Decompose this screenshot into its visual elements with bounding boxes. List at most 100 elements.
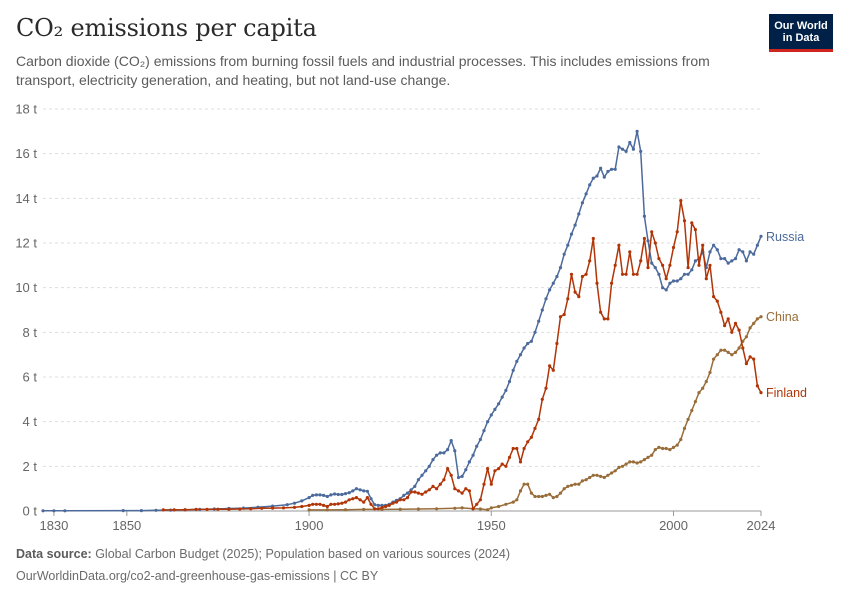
data-point-china[interactable] (697, 391, 701, 395)
data-point-china[interactable] (642, 458, 647, 462)
data-point-finland[interactable] (526, 440, 530, 444)
data-point-russia[interactable] (475, 444, 479, 448)
data-point-russia[interactable] (322, 493, 326, 497)
data-point-finland[interactable] (555, 341, 559, 346)
data-point-finland[interactable] (314, 502, 318, 506)
data-point-finland[interactable] (446, 467, 450, 471)
data-point-russia[interactable] (500, 395, 504, 399)
data-point-finland[interactable] (343, 500, 348, 504)
data-point-finland[interactable] (704, 277, 708, 281)
data-point-finland[interactable] (460, 491, 464, 495)
data-point-russia[interactable] (139, 509, 143, 513)
data-point-russia[interactable] (715, 248, 719, 252)
data-point-china[interactable] (325, 508, 329, 512)
data-point-russia[interactable] (507, 379, 512, 384)
data-point-russia[interactable] (664, 288, 668, 292)
data-point-finland[interactable] (726, 317, 730, 321)
data-point-russia[interactable] (402, 493, 406, 497)
data-point-finland[interactable] (708, 263, 712, 267)
data-point-finland[interactable] (405, 496, 410, 500)
data-point-finland[interactable] (205, 507, 209, 511)
data-point-china[interactable] (580, 479, 585, 483)
series-line-china[interactable] (309, 316, 762, 511)
data-point-finland[interactable] (511, 446, 515, 451)
data-point-china[interactable] (478, 507, 482, 511)
data-point-finland[interactable] (661, 263, 665, 267)
data-point-china[interactable] (573, 482, 577, 486)
data-point-finland[interactable] (690, 221, 694, 225)
data-point-china[interactable] (522, 482, 526, 486)
data-point-russia[interactable] (314, 493, 318, 497)
data-point-china[interactable] (744, 335, 749, 339)
data-point-russia[interactable] (369, 497, 373, 501)
data-point-finland[interactable] (413, 490, 417, 494)
data-point-finland[interactable] (653, 241, 657, 245)
data-point-finland[interactable] (646, 266, 650, 270)
data-point-finland[interactable] (518, 460, 523, 464)
data-point-finland[interactable] (238, 507, 242, 511)
data-point-russia[interactable] (292, 501, 297, 505)
data-point-finland[interactable] (227, 507, 231, 511)
data-point-china[interactable] (548, 492, 552, 496)
data-point-finland[interactable] (453, 487, 457, 491)
data-point-china[interactable] (460, 506, 464, 510)
data-point-china[interactable] (529, 491, 534, 495)
data-point-finland[interactable] (540, 397, 544, 401)
data-point-russia[interactable] (453, 449, 457, 453)
data-point-russia[interactable] (351, 489, 355, 493)
data-point-finland[interactable] (172, 508, 176, 512)
data-point-russia[interactable] (562, 252, 566, 256)
data-point-china[interactable] (620, 464, 625, 468)
data-point-finland[interactable] (322, 503, 326, 507)
data-point-russia[interactable] (329, 493, 333, 497)
data-point-china[interactable] (599, 474, 603, 478)
data-point-russia[interactable] (311, 493, 315, 497)
data-point-finland[interactable] (664, 277, 668, 281)
data-point-finland[interactable] (456, 489, 461, 493)
data-point-china[interactable] (416, 507, 420, 511)
data-point-finland[interactable] (486, 467, 490, 471)
data-point-russia[interactable] (588, 183, 592, 187)
data-point-china[interactable] (544, 493, 548, 497)
data-point-russia[interactable] (460, 474, 464, 478)
data-point-china[interactable] (657, 445, 661, 449)
data-point-russia[interactable] (591, 176, 595, 180)
data-point-finland[interactable] (613, 263, 617, 267)
data-point-china[interactable] (650, 453, 654, 457)
data-point-russia[interactable] (493, 407, 497, 411)
series-line-russia[interactable] (43, 130, 762, 512)
data-point-china[interactable] (435, 507, 439, 511)
data-point-russia[interactable] (380, 503, 384, 507)
data-point-finland[interactable] (365, 496, 369, 500)
data-point-finland[interactable] (435, 487, 439, 491)
data-point-russia[interactable] (744, 259, 749, 263)
data-point-russia[interactable] (653, 266, 657, 270)
data-point-finland[interactable] (573, 290, 577, 294)
data-point-russia[interactable] (427, 464, 431, 468)
data-point-china[interactable] (730, 353, 734, 357)
data-point-russia[interactable] (671, 279, 676, 283)
data-point-china[interactable] (624, 462, 628, 466)
data-point-china[interactable] (726, 350, 730, 354)
data-point-russia[interactable] (551, 281, 555, 285)
data-point-finland[interactable] (748, 355, 752, 359)
data-point-finland[interactable] (329, 502, 333, 506)
data-point-finland[interactable] (500, 462, 504, 466)
data-point-finland[interactable] (733, 321, 738, 325)
data-point-finland[interactable] (394, 500, 399, 504)
data-point-russia[interactable] (424, 469, 428, 473)
data-point-russia[interactable] (482, 429, 486, 433)
data-point-russia[interactable] (730, 259, 734, 263)
data-point-finland[interactable] (369, 502, 373, 506)
data-point-finland[interactable] (759, 391, 763, 395)
data-point-china[interactable] (719, 348, 723, 352)
data-point-china[interactable] (693, 400, 698, 404)
data-point-china[interactable] (602, 475, 606, 480)
data-point-china[interactable] (755, 317, 760, 321)
data-point-russia[interactable] (347, 491, 351, 495)
data-point-finland[interactable] (216, 507, 220, 511)
data-point-china[interactable] (737, 346, 741, 350)
data-point-russia[interactable] (365, 489, 369, 493)
data-point-russia[interactable] (686, 272, 690, 276)
data-point-china[interactable] (307, 508, 311, 512)
